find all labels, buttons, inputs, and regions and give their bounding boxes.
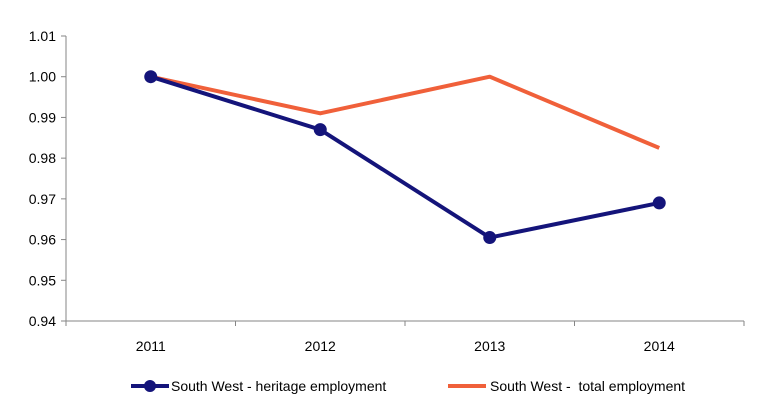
series-layer [144,70,666,245]
legend-label-1: South West - total employment [490,378,685,394]
legend-label-0: South West - heritage employment [171,378,386,394]
legend: South West - heritage employment South We… [131,378,685,394]
y-tick-label: 1.01 [29,28,56,44]
y-tick-label: 0.99 [29,109,56,125]
x-tick-label: 2012 [305,338,336,354]
data-point [313,123,327,137]
x-tick-label: 2013 [474,338,505,354]
x-tick-label: 2014 [644,338,675,354]
y-tick-label: 0.95 [29,272,56,288]
y-tick-label: 0.97 [29,191,56,207]
legend-marker-0 [144,380,156,392]
data-point [144,70,158,84]
series-line-0 [150,74,660,240]
y-tick-label: 0.98 [29,150,56,166]
x-tick-label: 2011 [136,338,166,354]
axes: 0.94 0.95 0.96 0.97 0.98 0.99 1.00 1.01 2011 2012… [29,28,745,354]
data-point [483,231,497,245]
y-tick-label: 1.00 [29,69,56,85]
data-point [652,196,666,210]
series-line-1 [150,74,661,150]
y-tick-label: 0.94 [29,313,56,329]
y-tick-label: 0.96 [29,232,56,248]
